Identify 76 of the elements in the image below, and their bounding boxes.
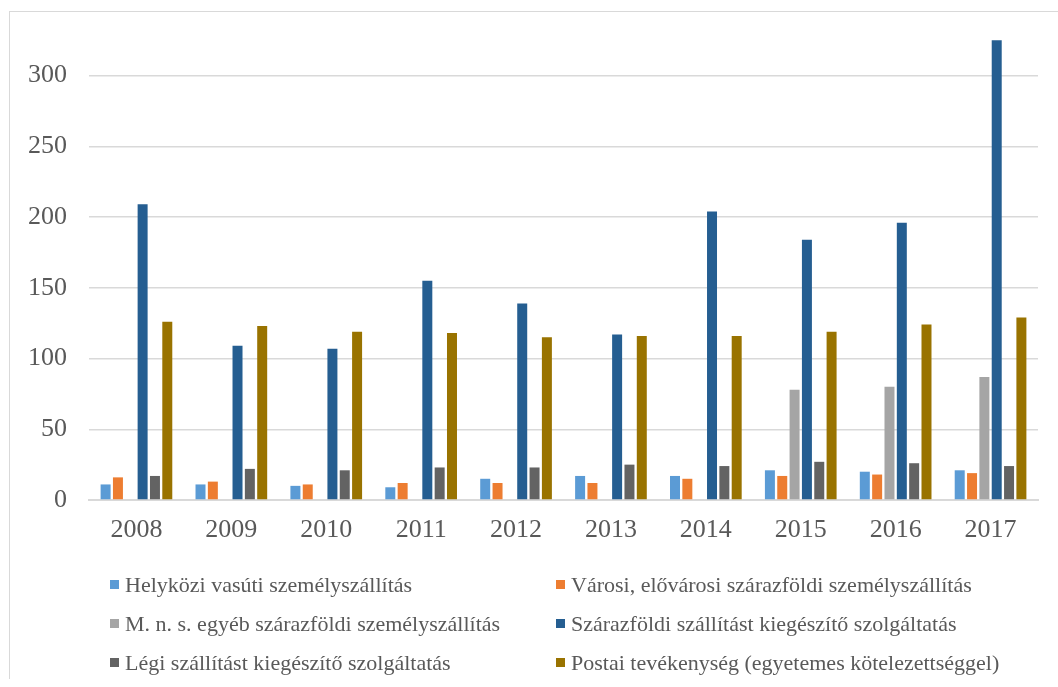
bar — [207, 481, 218, 500]
bar — [954, 470, 965, 500]
bar — [884, 386, 895, 500]
legend-label: Városi, elővárosi szárazföldi személyszállítás — [571, 571, 972, 598]
bar — [480, 478, 491, 500]
bar — [719, 466, 730, 500]
bar — [149, 475, 160, 500]
bar — [195, 484, 206, 500]
x-tick-label: 2016 — [869, 514, 922, 544]
bar — [777, 475, 788, 500]
x-tick-label: 2014 — [679, 514, 732, 544]
legend-label: M. n. s. egyéb szárazföldi személyszállítás — [125, 610, 501, 637]
bar — [764, 470, 775, 500]
bar — [434, 467, 445, 500]
bar — [529, 467, 540, 500]
bar — [492, 483, 503, 500]
bar — [872, 474, 883, 500]
bar — [290, 485, 301, 500]
bar — [422, 280, 433, 500]
bar — [896, 222, 907, 500]
bar — [826, 331, 837, 500]
bar — [707, 211, 718, 500]
bar — [1016, 317, 1027, 500]
y-tick-label: 0 — [54, 483, 67, 513]
bar — [112, 477, 123, 500]
bar — [979, 376, 990, 500]
y-tick-label: 250 — [28, 130, 67, 160]
bar — [991, 40, 1002, 500]
bar — [682, 478, 693, 500]
bar — [731, 335, 742, 500]
bar — [244, 468, 255, 500]
y-tick-label: 50 — [41, 413, 67, 443]
bar — [327, 348, 338, 500]
bar — [541, 337, 552, 500]
bar — [447, 333, 457, 500]
bar — [232, 345, 243, 500]
legend-label: Helyközi vasúti személyszállítás — [125, 571, 413, 598]
bar — [967, 473, 978, 500]
legend-label: Légi szállítást kiegészítő szolgáltatás — [125, 649, 451, 676]
y-tick-label: 300 — [28, 59, 67, 89]
bar — [789, 389, 800, 500]
legend-label: Postai tevékenység (egyetemes kötelezettséggel) — [571, 649, 1000, 676]
bar — [257, 326, 268, 500]
bar — [921, 324, 932, 500]
bar — [909, 463, 920, 500]
bar — [162, 321, 173, 500]
x-tick-label: 2015 — [774, 514, 827, 544]
bar — [385, 487, 396, 500]
bar — [397, 483, 408, 500]
bar — [859, 471, 870, 500]
bar — [814, 461, 825, 500]
y-tick-label: 200 — [28, 200, 67, 230]
bar — [801, 239, 812, 500]
legend-label: Szárazföldi szállítást kiegészítő szolgáltatás — [571, 610, 957, 637]
bar — [517, 303, 528, 500]
bar — [670, 475, 680, 500]
x-tick-label: 2013 — [584, 514, 637, 544]
x-tick-label: 2009 — [205, 514, 258, 544]
x-tick-label: 2008 — [110, 514, 163, 544]
bar — [624, 464, 635, 500]
bar — [352, 331, 363, 500]
bar — [575, 475, 586, 500]
bar — [612, 334, 623, 500]
bar — [100, 484, 111, 500]
bar — [302, 484, 313, 500]
bar — [636, 335, 647, 500]
x-tick-label: 2017 — [964, 514, 1017, 544]
y-tick-label: 100 — [28, 342, 67, 372]
bar — [339, 470, 350, 500]
bar — [587, 483, 598, 500]
x-tick-label: 2012 — [490, 514, 543, 544]
y-tick-label: 150 — [28, 271, 67, 301]
bar — [137, 204, 148, 500]
x-tick-label: 2010 — [300, 514, 353, 544]
bar — [1004, 466, 1015, 500]
x-tick-label: 2011 — [395, 514, 447, 544]
